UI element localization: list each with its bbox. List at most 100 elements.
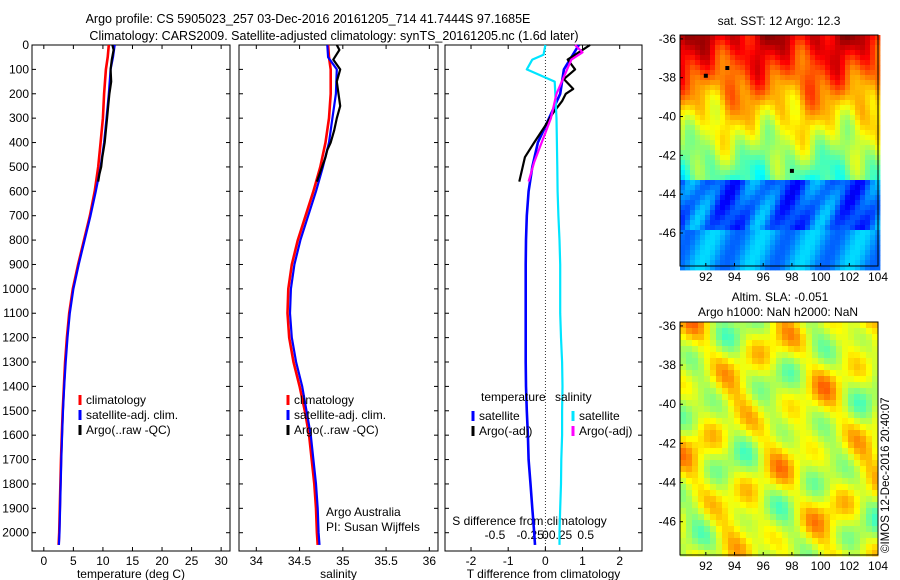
sst_map-cell (835, 190, 841, 196)
sla_map-cell (698, 502, 705, 509)
sla_map-cell (824, 490, 831, 497)
sst_map-cell (680, 130, 686, 136)
sla_map-cell (788, 424, 795, 431)
sst_map-cell (835, 45, 841, 51)
sst_map-cell (865, 45, 871, 51)
sst_map-cell (795, 95, 801, 101)
sst_map-cell (795, 120, 801, 126)
sst_map-cell (740, 125, 746, 131)
sst_map-cell (725, 55, 731, 61)
sla_map-cell (746, 544, 753, 551)
sst_map-cell (770, 125, 776, 131)
sst_map-cell (720, 160, 726, 166)
sla_map-cell (758, 436, 765, 443)
sst_map-cell (835, 150, 841, 156)
sst_map-cell (760, 110, 766, 116)
sst_map-cell (710, 65, 716, 71)
sla_map-cell (698, 514, 705, 521)
sst_map-cell (730, 235, 736, 241)
sst_map-cell (825, 225, 831, 231)
sla_map-cell (806, 340, 813, 347)
sst_map-cell (800, 140, 806, 146)
sst_map-cell (785, 130, 791, 136)
sst_map-cell (820, 80, 826, 86)
sla_map-cell (752, 538, 759, 545)
sla_map-cell (794, 376, 801, 383)
argo-float-marker (789, 168, 794, 173)
sst_map-cell (760, 140, 766, 146)
sla_map-cell (848, 496, 855, 503)
sst_map-cell (710, 145, 716, 151)
sla_map-cell (710, 466, 717, 473)
sla_map-cell (812, 538, 819, 545)
sst_map-cell (795, 135, 801, 141)
sst_map-cell (790, 215, 796, 221)
temperature-legend-label: satellite-adj. clim. (86, 408, 178, 422)
sst_map-cell (800, 200, 806, 206)
sst_map-cell (705, 65, 711, 71)
sla_map-cell (854, 460, 861, 467)
sst_map-cell (805, 185, 811, 191)
sst_map-cell (815, 100, 821, 106)
sst_map-cell (805, 245, 811, 251)
sla_map-cell (824, 352, 831, 359)
temperature-xtick-label: 20 (155, 554, 169, 568)
sst_map-cell (730, 105, 736, 111)
sst_map-cell (745, 110, 751, 116)
sla_map-cell (800, 478, 807, 485)
sla_map-cell (830, 406, 837, 413)
sla_map-cell (746, 364, 753, 371)
sla_map-cell (830, 478, 837, 485)
sla_map-cell (794, 406, 801, 413)
sla_map-cell (734, 544, 741, 551)
sla_map-cell (680, 376, 687, 383)
sla_map-cell (776, 484, 783, 491)
sst_map-cell (700, 100, 706, 106)
difference-legend-label: satellite (579, 409, 620, 423)
sst_map-cell (865, 35, 871, 41)
sst_map-cell (860, 85, 866, 91)
sst_map-cell (715, 190, 721, 196)
difference-xlabel: T difference from climatology (467, 567, 621, 580)
sst_map-cell (760, 240, 766, 246)
sla_map-cell (866, 496, 873, 503)
sla_map-cell (860, 484, 867, 491)
sla_map-cell (734, 364, 741, 371)
sst_map-cell (800, 95, 806, 101)
sla_map-cell (848, 538, 855, 545)
sst_map-cell (785, 175, 791, 181)
sla_map-xtick-label: 92 (699, 559, 713, 573)
sla_map-cell (746, 394, 753, 401)
sst_map-cell (770, 240, 776, 246)
sst_map-cell (705, 235, 711, 241)
sla_map-cell (818, 472, 825, 479)
sst_map-cell (850, 145, 856, 151)
sst_map-cell (805, 100, 811, 106)
sla_map-cell (860, 532, 867, 539)
sst_map-cell (705, 200, 711, 206)
sla_map-cell (854, 376, 861, 383)
sst_map-cell (705, 145, 711, 151)
sst_map-cell (855, 35, 861, 41)
sla_map-cell (758, 358, 765, 365)
sla_map-cell (866, 454, 873, 461)
sla_map-cell (776, 370, 783, 377)
sla_map-cell (686, 334, 693, 341)
sla_map-cell (860, 490, 867, 497)
sst_map-cell (855, 150, 861, 156)
sla_map-cell (866, 466, 873, 473)
sst_map-cell (820, 70, 826, 76)
sst_map-cell (725, 215, 731, 221)
sla_map-cell (782, 538, 789, 545)
sla_map-cell (692, 424, 699, 431)
sst_map-cell (855, 115, 861, 121)
sst_map-cell (830, 200, 836, 206)
sst_map-cell (775, 135, 781, 141)
sla_map-cell (734, 436, 741, 443)
sst_map-cell (830, 190, 836, 196)
sla_map-cell (842, 490, 849, 497)
sla_map-cell (860, 502, 867, 509)
sst_map-cell (680, 155, 686, 161)
sst_map-cell (745, 240, 751, 246)
sst_map-cell (750, 90, 756, 96)
